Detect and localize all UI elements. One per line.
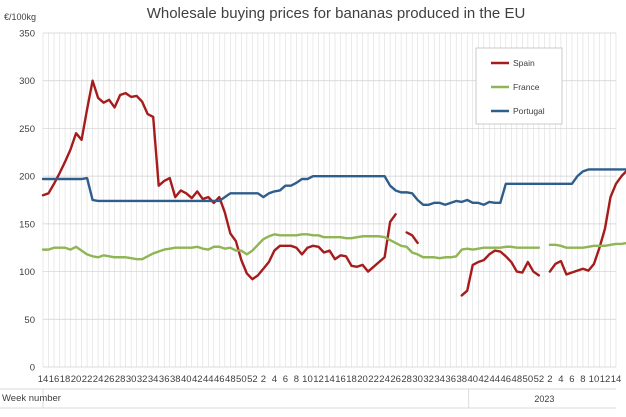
x-tick-label: 2: [547, 374, 552, 385]
x-tick-label: 10: [302, 374, 313, 385]
x-tick-label: 6: [569, 374, 574, 385]
x-tick-label: 40: [467, 374, 478, 385]
series-line-portugal: [41, 168, 626, 206]
x-tick-label: 38: [170, 374, 181, 385]
year-label: 2023: [534, 394, 554, 404]
y-axis-ticks: 0 50 100 150 200 250 300 350: [19, 29, 35, 374]
x-tick-label: 44: [203, 374, 214, 385]
x-tick-label: 14: [611, 374, 622, 385]
x-tick-label: 40: [181, 374, 192, 385]
x-tick-label: 52: [247, 374, 258, 385]
x-tick-label: 34: [434, 374, 445, 385]
x-tick-label: 20: [71, 374, 82, 385]
y-tick-label: 100: [19, 267, 35, 278]
y-axis-unit: €/100kg: [4, 12, 36, 22]
y-tick-label: 0: [30, 363, 35, 374]
x-tick-label: 2: [261, 374, 266, 385]
x-tick-label: 36: [159, 374, 170, 385]
x-tick-label: 6: [283, 374, 288, 385]
x-tick-label: 42: [192, 374, 203, 385]
x-tick-label: 26: [390, 374, 401, 385]
series-line-spain: [41, 79, 626, 297]
series-group: [41, 79, 626, 297]
x-tick-label: 14: [38, 374, 49, 385]
x-tick-label: 8: [580, 374, 585, 385]
x-tick-label: 38: [456, 374, 467, 385]
legend-label-spain: Spain: [513, 58, 535, 68]
x-tick-label: 32: [423, 374, 434, 385]
x-tick-label: 12: [600, 374, 611, 385]
x-tick-label: 24: [379, 374, 390, 385]
x-tick-label: 52: [534, 374, 545, 385]
x-tick-label: 8: [294, 374, 299, 385]
x-tick-label: 32: [137, 374, 148, 385]
legend-label-france: France: [513, 82, 540, 92]
chart-title: Wholesale buying prices for bananas prod…: [147, 5, 526, 22]
x-tick-label: 16: [335, 374, 346, 385]
x-tick-label: 22: [82, 374, 93, 385]
x-tick-label: 20: [357, 374, 368, 385]
series-line-france: [41, 233, 626, 261]
legend: Spain France Portugal: [475, 47, 563, 125]
x-tick-label: 4: [558, 374, 563, 385]
x-tick-label: 44: [489, 374, 500, 385]
legend-label-portugal: Portugal: [513, 106, 545, 116]
x-tick-label: 34: [148, 374, 159, 385]
x-axis-ticks: 14 16 18 20 22 24 26 28 30 32 34 36 38 40 42 44 46 48 50 52…: [38, 374, 622, 385]
y-tick-label: 50: [24, 315, 35, 326]
x-tick-label: 18: [60, 374, 71, 385]
year-row: 20232024: [0, 388, 616, 409]
x-tick-label: 46: [214, 374, 225, 385]
x-tick-label: 10: [589, 374, 600, 385]
x-axis-label: Week number: [2, 393, 61, 404]
x-tick-label: 50: [236, 374, 247, 385]
x-tick-label: 46: [501, 374, 512, 385]
legend-box: [475, 47, 563, 125]
y-tick-label: 200: [19, 172, 35, 183]
x-tick-label: 12: [313, 374, 324, 385]
x-tick-label: 26: [104, 374, 115, 385]
x-tick-label: 28: [401, 374, 412, 385]
y-tick-label: 150: [19, 219, 35, 230]
x-tick-label: 22: [368, 374, 379, 385]
x-tick-label: 50: [523, 374, 534, 385]
x-tick-label: 14: [324, 374, 335, 385]
x-tick-label: 48: [225, 374, 236, 385]
x-tick-label: 42: [478, 374, 489, 385]
x-tick-label: 30: [412, 374, 423, 385]
x-tick-label: 18: [346, 374, 357, 385]
x-tick-label: 24: [93, 374, 104, 385]
x-tick-label: 36: [445, 374, 456, 385]
x-tick-label: 30: [126, 374, 137, 385]
x-tick-label: 48: [512, 374, 523, 385]
x-tick-label: 28: [115, 374, 126, 385]
x-tick-label: 4: [272, 374, 277, 385]
y-tick-label: 300: [19, 76, 35, 87]
x-tick-label: 16: [49, 374, 60, 385]
y-tick-label: 250: [19, 124, 35, 135]
y-tick-label: 350: [19, 29, 35, 40]
